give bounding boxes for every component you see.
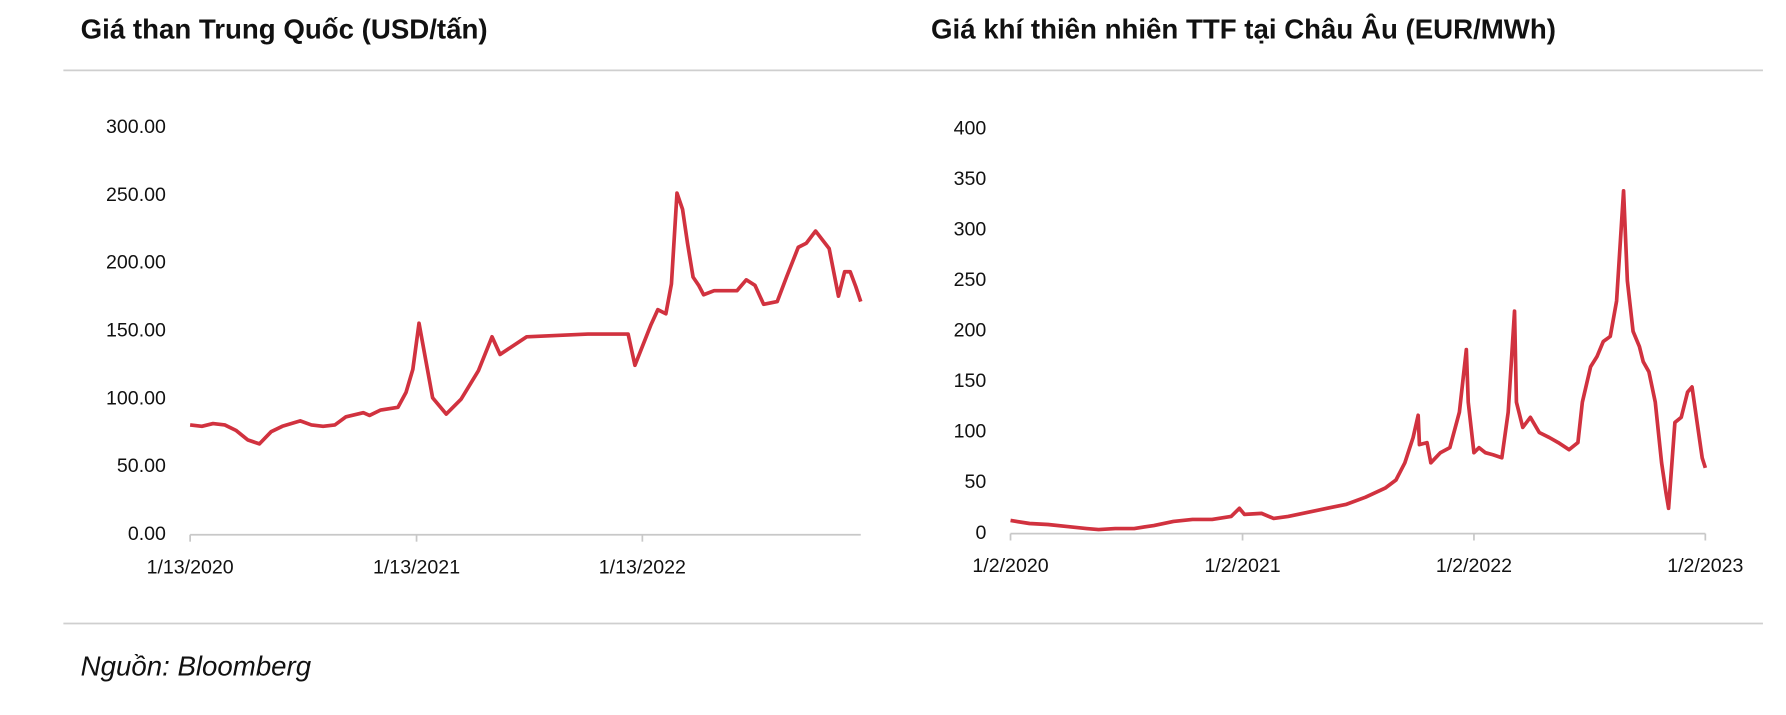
y-tick-label: 400 xyxy=(954,117,987,139)
y-tick-label: 250 xyxy=(954,269,987,291)
y-tick-label: 200 xyxy=(954,320,987,342)
y-tick-label: 100 xyxy=(954,421,987,443)
y-tick-label: 50.00 xyxy=(117,455,166,477)
y-tick-label: 250.00 xyxy=(106,184,166,206)
source-note: Nguồn: Bloomberg xyxy=(81,651,312,682)
chart-title: Giá khí thiên nhiên TTF tại Châu Âu (EUR… xyxy=(931,14,1556,45)
x-tick-label: 1/13/2022 xyxy=(599,556,686,578)
y-tick-label: 100.00 xyxy=(106,387,166,409)
x-tick-label: 1/2/2021 xyxy=(1204,555,1280,577)
y-tick-label: 300 xyxy=(954,218,987,240)
x-tick-label: 1/13/2020 xyxy=(147,556,234,578)
y-tick-label: 350 xyxy=(954,168,987,190)
x-tick-label: 1/13/2021 xyxy=(373,556,460,578)
y-tick-label: 0 xyxy=(975,522,986,544)
y-tick-label: 150 xyxy=(954,370,987,392)
y-tick-label: 0.00 xyxy=(128,523,166,545)
data-line xyxy=(189,191,863,446)
y-tick-label: 50 xyxy=(965,471,987,493)
y-tick-label: 300.00 xyxy=(106,116,166,138)
data-line xyxy=(1010,188,1708,532)
x-tick-label: 1/2/2023 xyxy=(1667,555,1743,577)
y-tick-label: 150.00 xyxy=(106,320,166,342)
chart-title: Giá than Trung Quốc (USD/tấn) xyxy=(81,14,488,45)
y-tick-label: 200.00 xyxy=(106,252,166,274)
x-tick-label: 1/2/2022 xyxy=(1436,555,1512,577)
x-tick-label: 1/2/2020 xyxy=(972,555,1048,577)
